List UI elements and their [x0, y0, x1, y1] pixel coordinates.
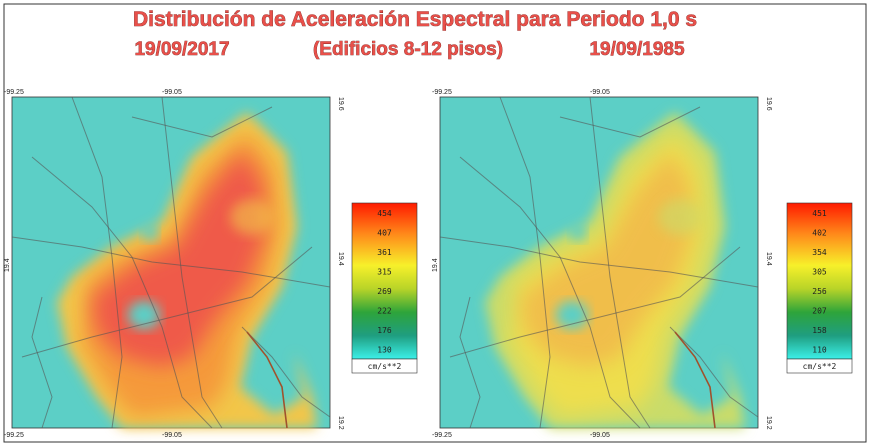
map: -99.25 -99.05 19.6 19.4 19.4 -99.25 -99.05 19.2 [4, 89, 344, 439]
subtitle-right: 19/09/1985 [589, 39, 685, 60]
unit-box [351, 358, 418, 374]
scale-label: 130 [377, 345, 392, 354]
scale-label: 256 [812, 287, 827, 296]
road [21, 246, 313, 358]
scale-label: 451 [812, 209, 827, 218]
scale-label: 207 [812, 306, 827, 315]
coord-label: 19.4 [432, 258, 439, 272]
coord-label: -99.05 [590, 432, 610, 439]
unit-box [786, 358, 853, 374]
lake [142, 223, 158, 241]
road [449, 246, 741, 358]
road [669, 326, 759, 418]
road [589, 96, 651, 429]
road [459, 296, 481, 429]
scale-bar [351, 202, 418, 360]
scale-label: 269 [377, 287, 392, 296]
subtitle-center: (Edificios 8-12 pisos) [313, 39, 503, 60]
coord-label: -99.05 [162, 432, 182, 439]
coord-label: -99.25 [432, 89, 452, 96]
road [559, 106, 701, 138]
road [499, 96, 551, 429]
map: -99.25 -99.05 19.6 19.4 19.4 -99.25 -99.05 19.2 [432, 89, 772, 439]
scale-label: 158 [812, 326, 827, 335]
coord-label: -99.05 [162, 89, 182, 96]
title: Distribución de Aceleración Espectral pa… [133, 8, 697, 31]
lake [570, 223, 586, 241]
road [241, 326, 331, 418]
scale-label: 402 [812, 228, 827, 237]
coord-label: 19.4 [337, 252, 344, 266]
coord-label: 19.6 [337, 97, 344, 111]
scale-bar [786, 202, 853, 360]
scale-unit: cm/s**2 [368, 362, 402, 371]
scale-label: 315 [377, 267, 392, 276]
coord-label: -99.05 [590, 89, 610, 96]
coord-label: -99.25 [4, 89, 24, 96]
coord-label: 19.2 [765, 416, 772, 430]
coord-label: 19.4 [4, 258, 11, 272]
lake [556, 301, 588, 329]
coord-label: -99.25 [4, 432, 24, 439]
scale-label: 305 [812, 267, 827, 276]
lake [230, 199, 274, 235]
road [161, 96, 223, 429]
road [71, 96, 123, 429]
scale-unit: cm/s**2 [803, 362, 837, 371]
road [31, 156, 213, 429]
coord-label: -99.25 [432, 432, 452, 439]
boundary [674, 331, 716, 429]
lake [658, 199, 702, 235]
scale-label: 354 [812, 248, 827, 257]
frame [3, 3, 867, 443]
coord-label: 19.6 [765, 97, 772, 111]
road [11, 236, 331, 288]
road [439, 236, 759, 288]
lake [128, 301, 160, 329]
scale-label: 176 [377, 326, 392, 335]
scale-label: 110 [812, 345, 827, 354]
color-scale: 451 402 354 305 256 207 158 110 cm/s**2 [786, 202, 853, 374]
coord-label: 19.2 [337, 416, 344, 430]
road [459, 156, 641, 429]
subtitle-left: 19/09/2017 [134, 39, 229, 60]
color-scale: 454 407 361 315 269 222 176 130 cm/s**2 [351, 202, 418, 374]
scale-label: 407 [377, 228, 392, 237]
scale-label: 454 [377, 209, 392, 218]
boundary [246, 331, 288, 429]
scale-label: 222 [377, 306, 392, 315]
scale-label: 361 [377, 248, 392, 257]
coord-label: 19.4 [765, 252, 772, 266]
road [131, 106, 273, 138]
road [31, 296, 53, 429]
